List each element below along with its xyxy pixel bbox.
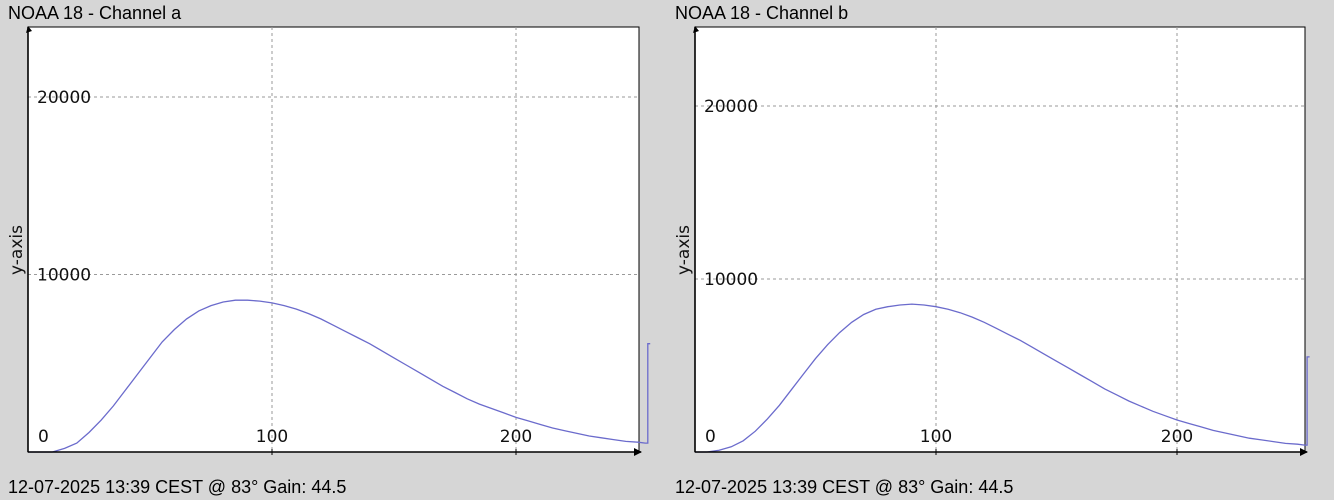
y-axis-arrow (26, 26, 32, 33)
series-line (695, 303, 1310, 453)
chart-title: NOAA 18 - Channel b (675, 3, 849, 23)
x-tick-label: 100 (920, 427, 952, 447)
chart-title: NOAA 18 - Channel a (8, 3, 182, 23)
plot-area (694, 26, 1306, 453)
y-tick-label: 20000 (704, 97, 758, 117)
chart-panel-channel-b: NOAA 18 - Channel b 0 100 200 10000 20000 y-a… (667, 0, 1334, 500)
x-tick-label: 0 (38, 427, 49, 447)
y-axis-arrow (693, 26, 699, 33)
chart-svg: 0 100 200 10000 20000 y-axis (7, 26, 651, 456)
y-tick-label: 10000 (37, 266, 91, 286)
x-tick-label: 0 (705, 427, 716, 447)
y-axis-title: y-axis (674, 225, 694, 275)
series-line (28, 299, 651, 453)
chart-panel-channel-a: NOAA 18 - Channel a 0 100 200 10000 20000 y-a… (7, 3, 651, 497)
x-tick-label: 200 (500, 427, 532, 447)
chart-footer: 12-07-2025 13:39 CEST @ 83° Gain: 44.5 (8, 477, 347, 497)
chart-svg: 0 100 200 10000 20000 y-axis (674, 26, 1310, 456)
x-axis-arrow (634, 448, 642, 456)
x-tick-label: 200 (1161, 427, 1193, 447)
y-tick-label: 10000 (704, 270, 758, 290)
x-tick-label: 100 (256, 427, 288, 447)
plot-area (27, 26, 640, 453)
y-tick-label: 20000 (37, 88, 91, 108)
chart-footer: 12-07-2025 13:39 CEST @ 83° Gain: 44.5 (675, 477, 1014, 497)
y-axis-title: y-axis (7, 225, 27, 275)
x-axis-arrow (1300, 448, 1308, 456)
